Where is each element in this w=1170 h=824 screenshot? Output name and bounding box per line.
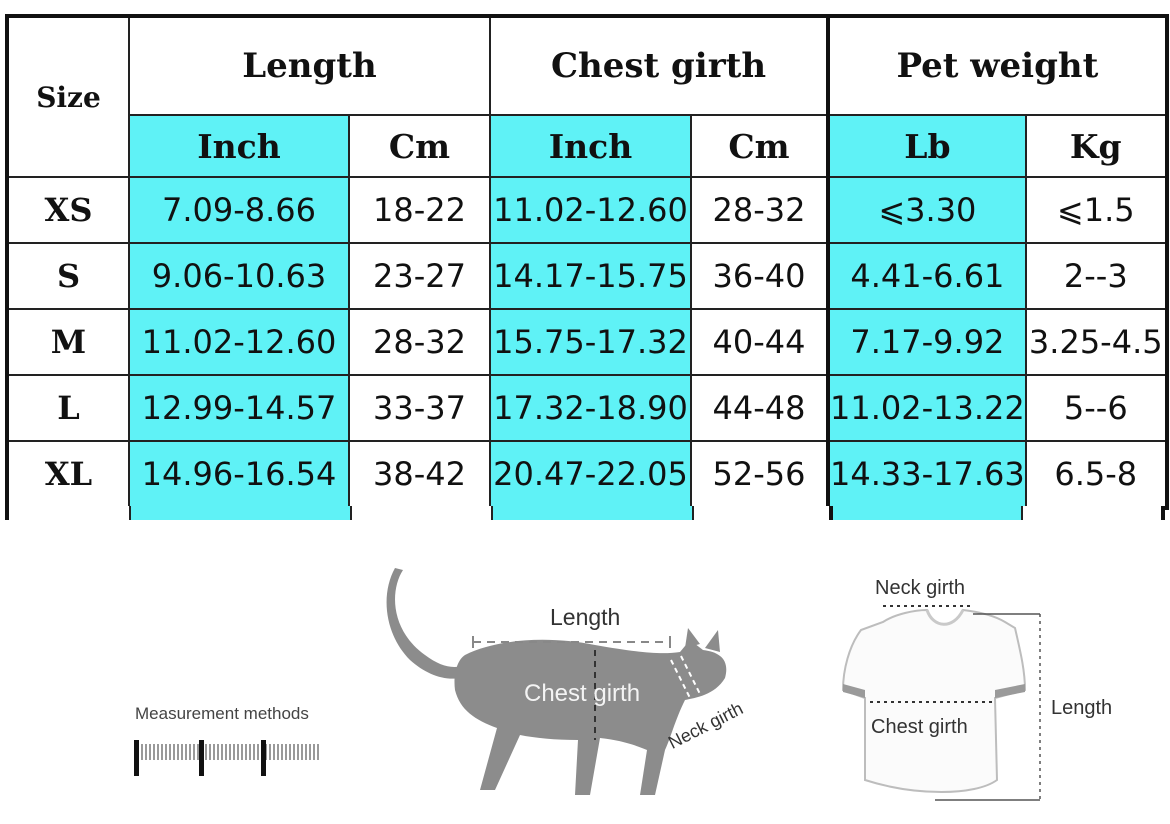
cropped-row-remnant bbox=[5, 506, 1165, 520]
length-cm-cell: 38-42 bbox=[348, 440, 491, 509]
shirt-chest-girth-label: Chest girth bbox=[871, 716, 968, 738]
length-inch-cell: 11.02-12.60 bbox=[128, 308, 350, 376]
weight-lb-cell: 7.17-9.92 bbox=[826, 308, 1027, 376]
size-cell: L bbox=[6, 374, 130, 442]
chest-cm-header: Cm bbox=[690, 114, 829, 178]
cat-tail bbox=[386, 568, 477, 679]
chest-cm-cell: 40-44 bbox=[690, 308, 829, 376]
weight-kg-cell: 6.5-8 bbox=[1024, 440, 1168, 509]
chest-cm-cell: 36-40 bbox=[690, 242, 829, 310]
shirt-neck-girth-label: Neck girth bbox=[875, 577, 966, 599]
length-inch-header: Inch bbox=[128, 114, 350, 178]
chest-inch-cell: 17.32-18.90 bbox=[489, 374, 692, 442]
table-row: L 12.99-14.57 33-37 17.32-18.90 44-48 11… bbox=[6, 374, 1168, 442]
chest-cm-cell: 44-48 bbox=[690, 374, 829, 442]
table-row: XS 7.09-8.66 18-22 11.02-12.60 28-32 ⩽3.… bbox=[6, 176, 1168, 244]
size-cell: XL bbox=[6, 440, 130, 509]
length-header: Length bbox=[128, 15, 491, 116]
length-inch-cell: 9.06-10.63 bbox=[128, 242, 350, 310]
measurement-methods-label: Measurement methods bbox=[135, 704, 309, 723]
weight-kg-header: Kg bbox=[1024, 114, 1168, 178]
weight-kg-cell: 5--6 bbox=[1024, 374, 1168, 442]
table-row: S 9.06-10.63 23-27 14.17-15.75 36-40 4.4… bbox=[6, 242, 1168, 310]
ruler-icon bbox=[134, 740, 319, 776]
weight-kg-cell: 2--3 bbox=[1024, 242, 1168, 310]
pet-weight-header: Pet weight bbox=[826, 15, 1168, 116]
table-row: M 11.02-12.60 28-32 15.75-17.32 40-44 7.… bbox=[6, 308, 1168, 376]
length-inch-cell: 14.96-16.54 bbox=[128, 440, 350, 509]
chest-girth-header: Chest girth bbox=[489, 15, 829, 116]
cat-body bbox=[454, 639, 727, 795]
cat-chest-girth-label: Chest girth bbox=[524, 680, 641, 707]
weight-lb-header: Lb bbox=[826, 114, 1027, 178]
length-cm-cell: 18-22 bbox=[348, 176, 491, 244]
chest-cm-cell: 52-56 bbox=[690, 440, 829, 509]
cat-length-label: Length bbox=[550, 604, 621, 630]
cat-ear bbox=[705, 630, 720, 652]
cat-measurement-illustration bbox=[386, 568, 727, 795]
size-cell: XS bbox=[6, 176, 130, 244]
weight-lb-cell: 14.33-17.63 bbox=[826, 440, 1027, 509]
chest-inch-header: Inch bbox=[489, 114, 692, 178]
size-chart-table: Size Length Chest girth Pet weight Inch … bbox=[5, 14, 1169, 510]
weight-lb-cell: ⩽3.30 bbox=[826, 176, 1027, 244]
length-inch-cell: 12.99-14.57 bbox=[128, 374, 350, 442]
length-inch-cell: 7.09-8.66 bbox=[128, 176, 350, 244]
length-cm-cell: 23-27 bbox=[348, 242, 491, 310]
pet-shirt-illustration bbox=[841, 605, 1041, 801]
table-row: XL 14.96-16.54 38-42 20.47-22.05 52-56 1… bbox=[6, 440, 1168, 509]
chest-inch-cell: 11.02-12.60 bbox=[489, 176, 692, 244]
length-cm-cell: 28-32 bbox=[348, 308, 491, 376]
size-cell: M bbox=[6, 308, 130, 376]
cat-ear bbox=[685, 628, 700, 648]
size-header: Size bbox=[6, 15, 130, 178]
weight-lb-cell: 4.41-6.61 bbox=[826, 242, 1027, 310]
length-cm-header: Cm bbox=[348, 114, 491, 178]
chest-cm-cell: 28-32 bbox=[690, 176, 829, 244]
size-cell: S bbox=[6, 242, 130, 310]
weight-lb-cell: 11.02-13.22 bbox=[826, 374, 1027, 442]
chest-inch-cell: 15.75-17.32 bbox=[489, 308, 692, 376]
chest-inch-cell: 14.17-15.75 bbox=[489, 242, 692, 310]
shirt-length-label: Length bbox=[1051, 697, 1113, 719]
weight-kg-cell: 3.25-4.5 bbox=[1024, 308, 1168, 376]
weight-kg-cell: ⩽1.5 bbox=[1024, 176, 1168, 244]
chest-inch-cell: 20.47-22.05 bbox=[489, 440, 692, 509]
length-cm-cell: 33-37 bbox=[348, 374, 491, 442]
